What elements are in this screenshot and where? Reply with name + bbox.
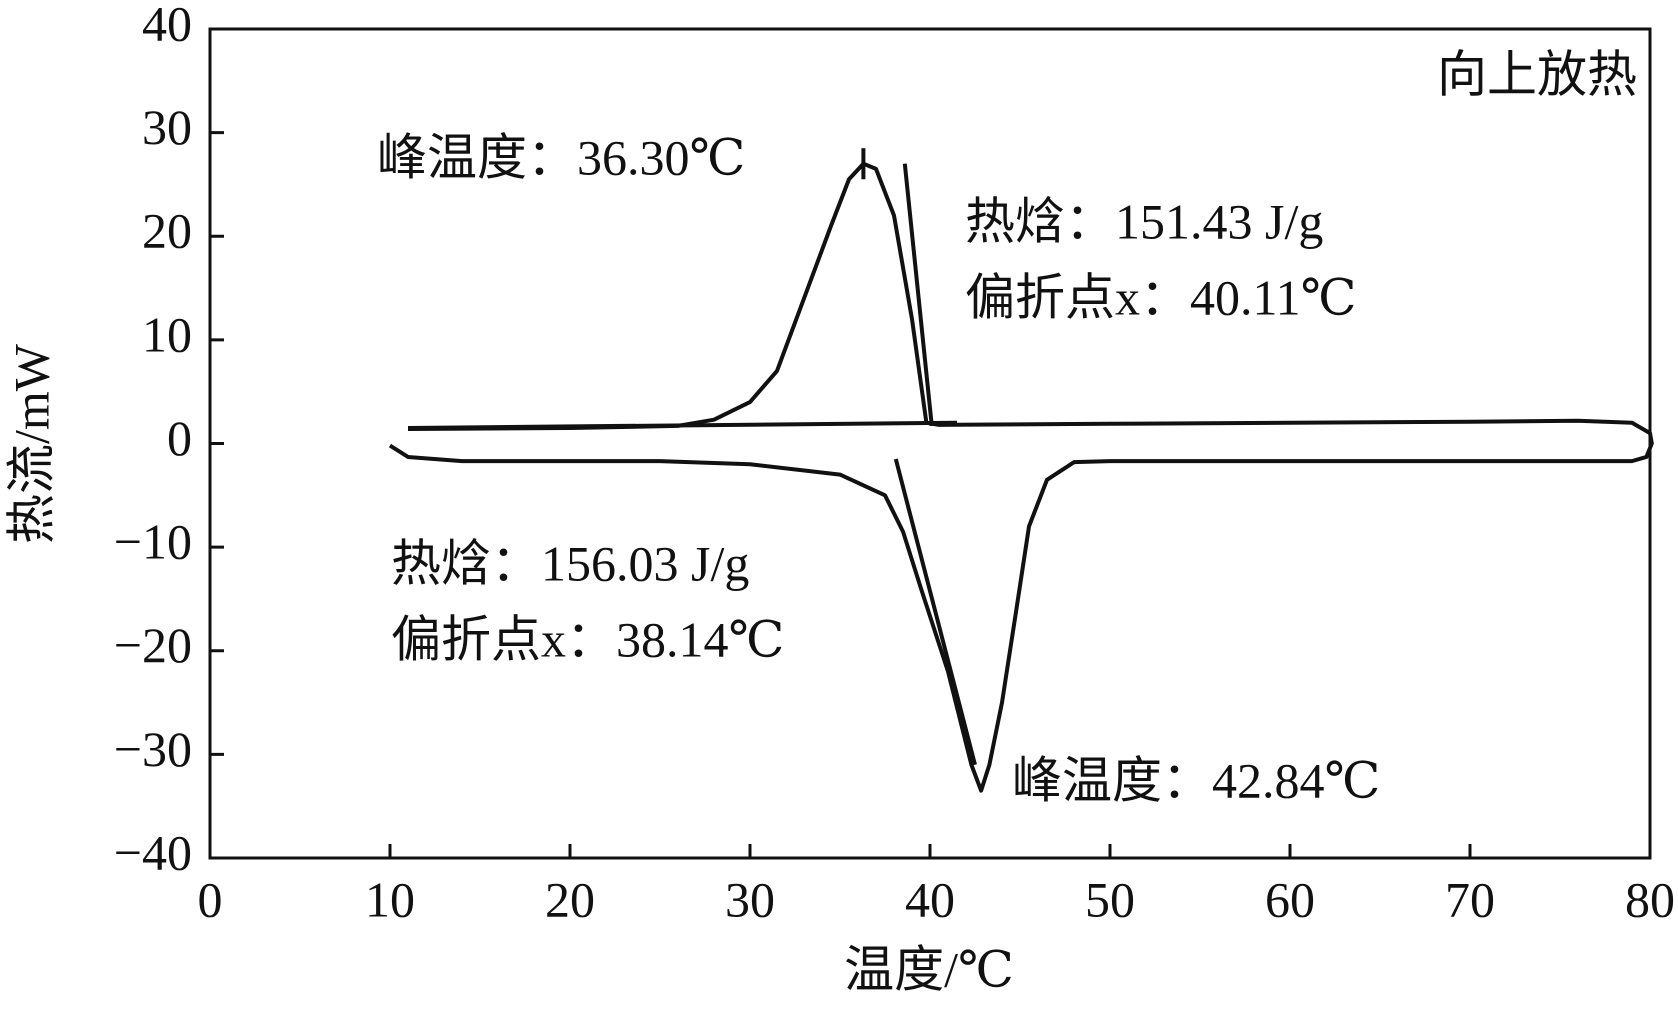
- x-tick-label: 10: [365, 871, 415, 927]
- y-tick-label: 40: [142, 0, 192, 51]
- y-tick-label: −20: [114, 617, 192, 673]
- curve: [902, 163, 934, 427]
- x-tick-label: 70: [1445, 871, 1495, 927]
- curve: [388, 161, 1654, 793]
- y-axis-title: 热流/mW: [3, 343, 59, 544]
- x-tick-label: 60: [1265, 871, 1315, 927]
- x-tick-label: 30: [725, 871, 775, 927]
- x-tick-label: 0: [198, 871, 223, 927]
- y-tick-label: 20: [142, 203, 192, 259]
- x-tick-label: 40: [905, 871, 955, 927]
- annotation: 偏折点x：38.14℃: [391, 611, 784, 667]
- annotation: 偏折点x：40.11℃: [965, 269, 1357, 325]
- y-tick-label: −10: [114, 514, 192, 570]
- y-tick-label: 10: [142, 306, 192, 362]
- y-tick-label: −30: [114, 721, 192, 777]
- y-tick-label: 0: [167, 410, 192, 466]
- annotation: 向上放热: [1437, 46, 1637, 102]
- x-axis-title: 温度/℃: [844, 941, 1014, 997]
- curve: [893, 458, 977, 766]
- curve: [407, 420, 958, 430]
- x-tick-label: 50: [1085, 871, 1135, 927]
- y-tick-label: 30: [142, 99, 192, 155]
- annotation: 峰温度：36.30℃: [377, 129, 745, 185]
- annotation: 热焓：151.43 J/g: [965, 193, 1323, 249]
- annotation: 峰温度：42.84℃: [1012, 752, 1380, 808]
- y-tick-label: −40: [114, 824, 192, 880]
- x-tick-label: 20: [545, 871, 595, 927]
- annotation: 热焓：156.03 J/g: [391, 535, 749, 591]
- x-tick-label: 80: [1625, 871, 1675, 927]
